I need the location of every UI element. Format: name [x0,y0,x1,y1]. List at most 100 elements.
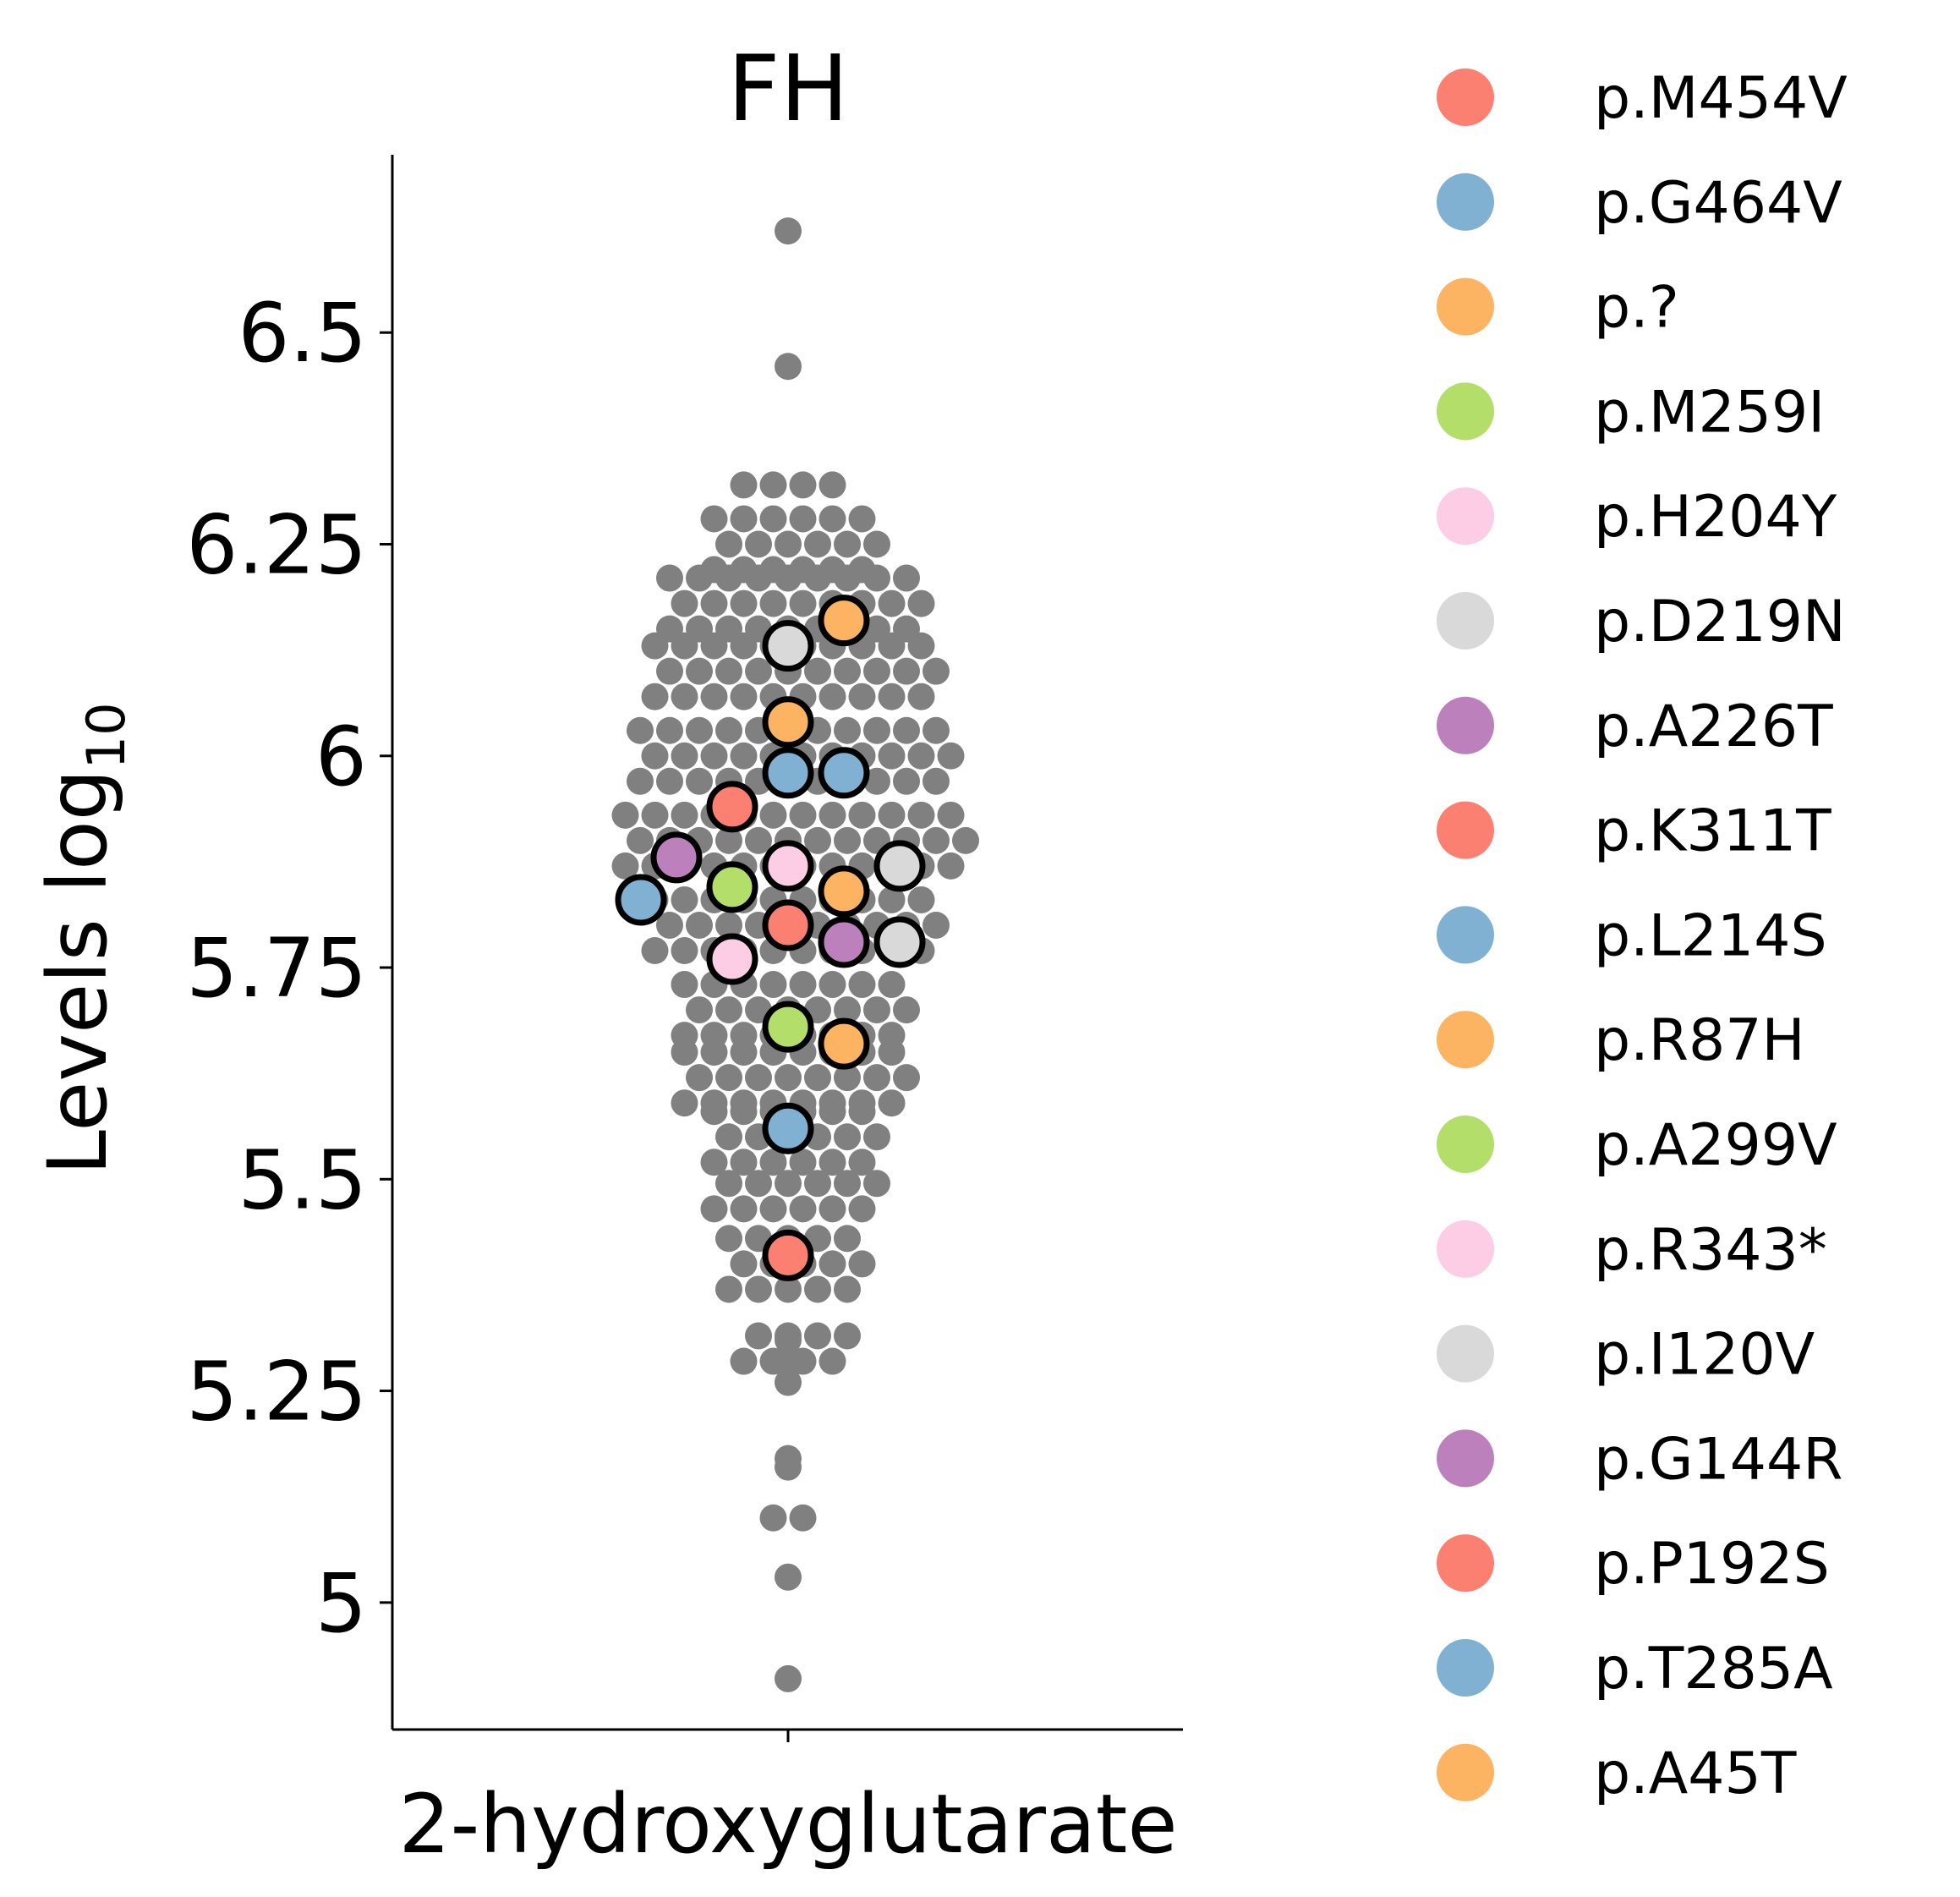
legend-label: p.P192S [1594,1531,1830,1598]
background-point [878,1089,906,1117]
variant-point [818,916,870,968]
y-ticks: 5 5.25 5.5 5.75 6 6.25 6.5 [186,286,392,1651]
background-point [775,530,802,558]
background-point [923,826,950,854]
background-point [745,1275,772,1303]
background-point [730,556,758,584]
background-point [907,683,935,710]
legend-label: p.D219N [1594,589,1846,655]
y-axis-label-gap [30,893,125,919]
background-point [863,716,890,744]
background-point [715,911,742,939]
background-point [627,716,654,744]
legend-label: p.M454V [1594,65,1848,132]
legend-label: p.G464V [1594,170,1842,237]
y-tick-label: 6 [315,710,367,804]
background-point [878,589,906,617]
background-point [730,742,758,770]
background-point [907,589,935,617]
background-point [759,1504,787,1532]
background-point [848,1149,876,1176]
variant-point [762,1001,814,1053]
y-tick-label: 5.75 [186,921,367,1016]
legend-label: p.L214S [1594,902,1827,969]
variant-point [762,840,814,892]
background-point [834,1170,861,1198]
background-point [893,657,920,685]
background-point [730,1250,758,1278]
variant-point [762,696,814,748]
background-point [715,1064,742,1092]
background-point [745,826,772,854]
background-point [834,1123,861,1151]
background-point [715,826,742,854]
legend-marker [1437,69,1494,126]
background-point [937,852,965,880]
background-point [848,556,876,584]
variant-point [818,747,870,799]
background-point [789,1504,817,1532]
legend-label: p.H204Y [1594,484,1837,551]
background-point [759,505,787,533]
y-axis-label-log: log [30,769,125,892]
background-point [937,742,965,770]
legend-marker [1437,1639,1494,1697]
legend-label: p.A299V [1594,1112,1837,1179]
background-point [834,1225,861,1253]
background-point [700,1149,728,1176]
background-point [863,1170,890,1198]
background-point [863,615,890,643]
variant-point [762,1229,814,1281]
background-point [789,1195,817,1223]
background-point [686,716,713,744]
background-point [775,1064,802,1092]
background-point [789,471,817,499]
background-point [745,1322,772,1350]
background-point [730,1089,758,1117]
y-tick-label: 5.25 [186,1345,367,1439]
background-point [715,1275,742,1303]
background-point [923,911,950,939]
background-point [686,657,713,685]
background-point [627,826,654,854]
variant-point [762,747,814,799]
background-point [671,885,698,913]
variant-point [615,874,667,926]
background-point [730,471,758,499]
background-point [848,683,876,710]
background-point [818,1250,846,1278]
background-point [745,657,772,685]
background-point [818,1347,846,1375]
background-point [671,1022,698,1050]
background-point [789,1149,817,1176]
x-axis-label: 2-hydroxyglutarate [399,1777,1178,1872]
background-point [775,1326,802,1354]
legend-marker [1437,592,1494,650]
background-point [730,505,758,533]
background-point [863,767,890,795]
background-point [878,971,906,999]
variant-point [706,781,758,833]
y-axis-label-main: Levels [30,918,125,1175]
background-point [804,1064,831,1092]
background-point [878,1022,906,1050]
legend-marker [1437,906,1494,964]
background-point [848,1250,876,1278]
background-point [878,801,906,829]
background-point [730,1347,758,1375]
variant-point [818,595,870,647]
background-point [775,217,802,245]
background-point [789,589,817,617]
legend-label: p.A45T [1594,1741,1797,1807]
legend-label: p.? [1594,275,1679,342]
background-point [818,505,846,533]
background-point [745,1170,772,1198]
background-point [715,615,742,643]
background-point [759,589,787,617]
background-point [907,801,935,829]
background-point [818,801,846,829]
variant-point [873,916,926,968]
background-point [818,1149,846,1176]
background-point [818,471,846,499]
y-tick-label: 5 [315,1556,367,1651]
